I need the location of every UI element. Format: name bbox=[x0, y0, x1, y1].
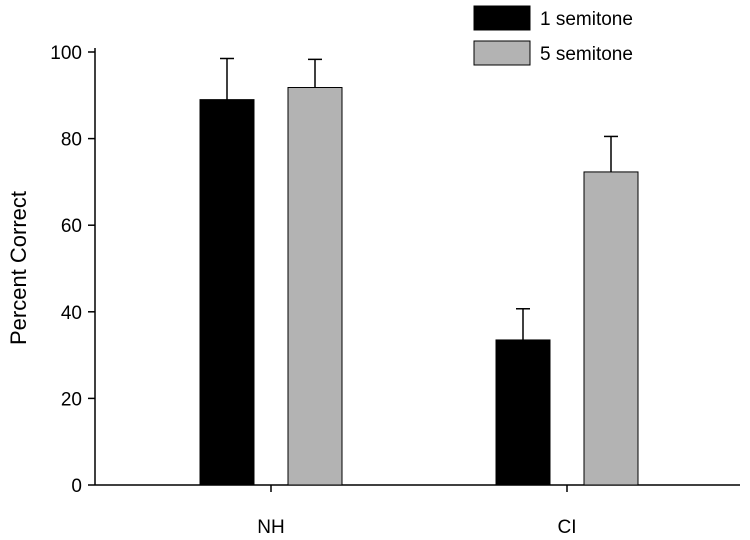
legend-label-5-semitone: 5 semitone bbox=[540, 44, 633, 65]
bar-ci-5-semitone bbox=[583, 171, 639, 486]
y-tick-label: 60 bbox=[61, 216, 82, 237]
y-tick-label: 80 bbox=[61, 130, 82, 151]
bar-nh-1-semitone bbox=[199, 99, 255, 486]
bar-ci-1-semitone bbox=[495, 339, 551, 486]
y-tick-label: 20 bbox=[61, 389, 82, 410]
legend-label-1-semitone: 1 semitone bbox=[540, 9, 633, 30]
y-tick-label: 40 bbox=[61, 303, 82, 324]
y-axis-title: Percent Correct bbox=[6, 191, 31, 345]
bar-nh-5-semitone bbox=[287, 87, 343, 486]
legend-swatch-5-semitone bbox=[473, 40, 531, 66]
y-tick-label: 0 bbox=[71, 476, 82, 497]
legend-swatch-1-semitone bbox=[473, 5, 531, 31]
x-tick-label: NH bbox=[257, 517, 284, 538]
y-tick-label: 100 bbox=[50, 43, 82, 64]
legend: 1 semitone 5 semitone bbox=[473, 5, 633, 66]
x-tick-label: CI bbox=[558, 517, 577, 538]
plot-area: 0 20 40 60 80 100 NH CI bbox=[50, 43, 740, 538]
